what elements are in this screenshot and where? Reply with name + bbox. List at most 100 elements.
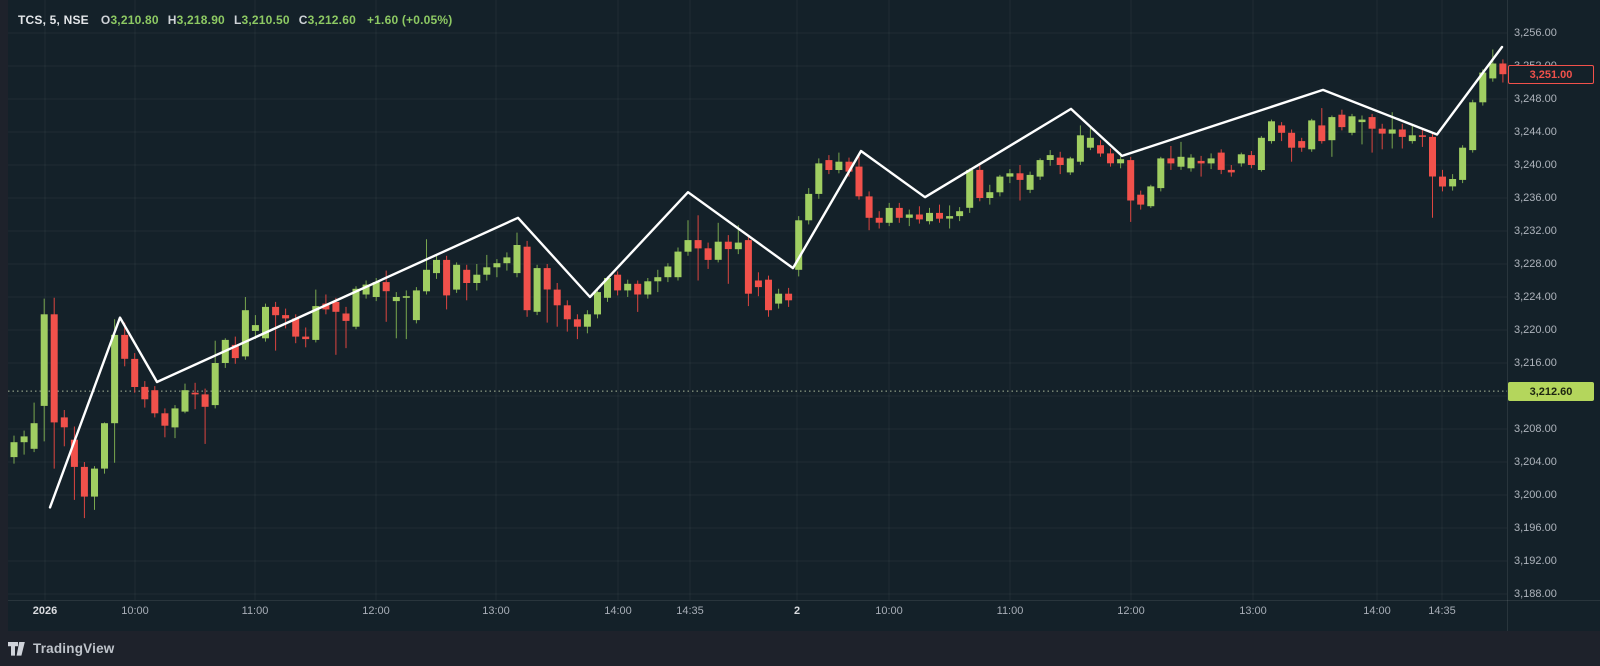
price-tick-label: 3,204.00 bbox=[1514, 455, 1557, 468]
candle-body bbox=[171, 408, 179, 428]
candle-body bbox=[986, 192, 994, 198]
candle-body bbox=[211, 363, 219, 406]
symbol-title[interactable]: TCS, 5, NSE bbox=[18, 13, 89, 27]
candle-body bbox=[966, 169, 974, 208]
price-tick-label: 3,208.00 bbox=[1514, 422, 1557, 435]
candle-body bbox=[1439, 176, 1446, 187]
time-tick-label: 12:00 bbox=[1117, 605, 1145, 617]
candle-body bbox=[1187, 157, 1195, 169]
candle-body bbox=[1368, 117, 1376, 129]
price-tick-label: 3,196.00 bbox=[1514, 521, 1557, 534]
close-label: C bbox=[298, 13, 308, 27]
tradingview-logo[interactable]: TradingView bbox=[8, 641, 114, 656]
candle-body bbox=[1298, 141, 1306, 148]
candle-body bbox=[775, 293, 783, 304]
candle-body bbox=[392, 297, 400, 302]
candle-body bbox=[1167, 158, 1175, 164]
candle-body bbox=[1449, 179, 1457, 187]
candle-body bbox=[644, 281, 652, 295]
candle-body bbox=[231, 344, 239, 359]
time-tick-label: 14:35 bbox=[676, 605, 704, 617]
candle-body bbox=[1348, 116, 1356, 133]
candle-body bbox=[1066, 158, 1074, 173]
candle-body bbox=[191, 392, 199, 395]
candle-body bbox=[1117, 159, 1125, 164]
candle-body bbox=[573, 319, 581, 327]
time-tick-label: 14:35 bbox=[1428, 605, 1456, 617]
candle-body bbox=[40, 314, 48, 406]
candle-body bbox=[996, 176, 1004, 193]
price-tick-label: 3,216.00 bbox=[1514, 356, 1557, 369]
time-tick-label: 12:00 bbox=[362, 605, 390, 617]
time-tick-label: 13:00 bbox=[1239, 605, 1267, 617]
candle-body bbox=[503, 257, 511, 264]
candle-body bbox=[694, 240, 702, 249]
candle-body bbox=[50, 314, 58, 423]
price-tick-label: 3,256.00 bbox=[1514, 26, 1557, 39]
open-label: O bbox=[100, 13, 111, 27]
time-tick-label: 11:00 bbox=[996, 605, 1024, 617]
time-tick-label: 2 bbox=[793, 605, 801, 617]
candle-body bbox=[624, 283, 632, 291]
candle-body bbox=[70, 439, 78, 467]
candle-body bbox=[1086, 137, 1094, 148]
price-tick-label: 3,192.00 bbox=[1514, 554, 1557, 567]
candle-body bbox=[523, 246, 531, 311]
candle-body bbox=[1378, 128, 1386, 134]
candle-body bbox=[312, 306, 320, 340]
candle-body bbox=[402, 296, 410, 298]
candle-body bbox=[795, 220, 803, 270]
candle-body bbox=[926, 212, 933, 222]
candle-body bbox=[1288, 132, 1296, 148]
tv-logo-icon bbox=[8, 641, 25, 656]
low-value: 3,210.50 bbox=[241, 13, 290, 27]
candle-body bbox=[936, 212, 943, 219]
candle-body bbox=[885, 207, 893, 223]
candle-body bbox=[372, 282, 380, 297]
candle-body bbox=[1157, 158, 1165, 189]
candle-body bbox=[241, 310, 249, 357]
candle-body bbox=[1207, 158, 1215, 164]
candle-body bbox=[362, 284, 370, 295]
candle-body bbox=[1097, 145, 1104, 154]
candle-body bbox=[1227, 169, 1235, 173]
open-value: 3,210.80 bbox=[110, 13, 159, 27]
candle-body bbox=[654, 277, 662, 282]
candle-body bbox=[91, 468, 98, 497]
time-tick-label: 14:00 bbox=[1363, 605, 1391, 617]
last-price-label: 3,251.00 bbox=[1508, 65, 1594, 84]
candle-body bbox=[433, 259, 440, 274]
candle-body bbox=[493, 263, 501, 268]
candle-body bbox=[141, 386, 149, 400]
price-tick-label: 3,244.00 bbox=[1514, 125, 1557, 138]
candle-body bbox=[1237, 154, 1245, 164]
candle-body bbox=[1358, 119, 1366, 123]
candle-body bbox=[1499, 63, 1507, 75]
tradingview-logo-text: TradingView bbox=[33, 641, 115, 656]
candle-body bbox=[664, 266, 672, 278]
candle-body bbox=[1479, 72, 1487, 103]
candle-body bbox=[915, 214, 923, 220]
candle-body bbox=[473, 274, 481, 283]
price-tick-label: 3,240.00 bbox=[1514, 158, 1557, 171]
candle-body bbox=[1489, 63, 1497, 79]
candle-body bbox=[1217, 152, 1225, 170]
chart-pane[interactable]: TCS, 5, NSE O3,210.80 H3,218.90 L3,210.50 C3… bbox=[0, 0, 1600, 631]
candle-body bbox=[251, 325, 259, 331]
candle-body bbox=[423, 269, 430, 292]
candle-body bbox=[302, 336, 310, 340]
candle-body bbox=[1137, 194, 1145, 205]
candle-body bbox=[553, 289, 561, 306]
candle-body bbox=[1469, 102, 1477, 151]
candle-body bbox=[1268, 121, 1275, 142]
candle-body bbox=[1408, 135, 1416, 142]
price-tick-label: 3,220.00 bbox=[1514, 323, 1557, 336]
candle-body bbox=[1016, 173, 1024, 180]
price-chart-canvas[interactable] bbox=[0, 0, 1600, 631]
candle-body bbox=[976, 169, 984, 198]
candle-body bbox=[1257, 137, 1265, 170]
candle-body bbox=[724, 241, 732, 250]
candle-body bbox=[1197, 160, 1205, 164]
candle-body bbox=[805, 193, 813, 221]
